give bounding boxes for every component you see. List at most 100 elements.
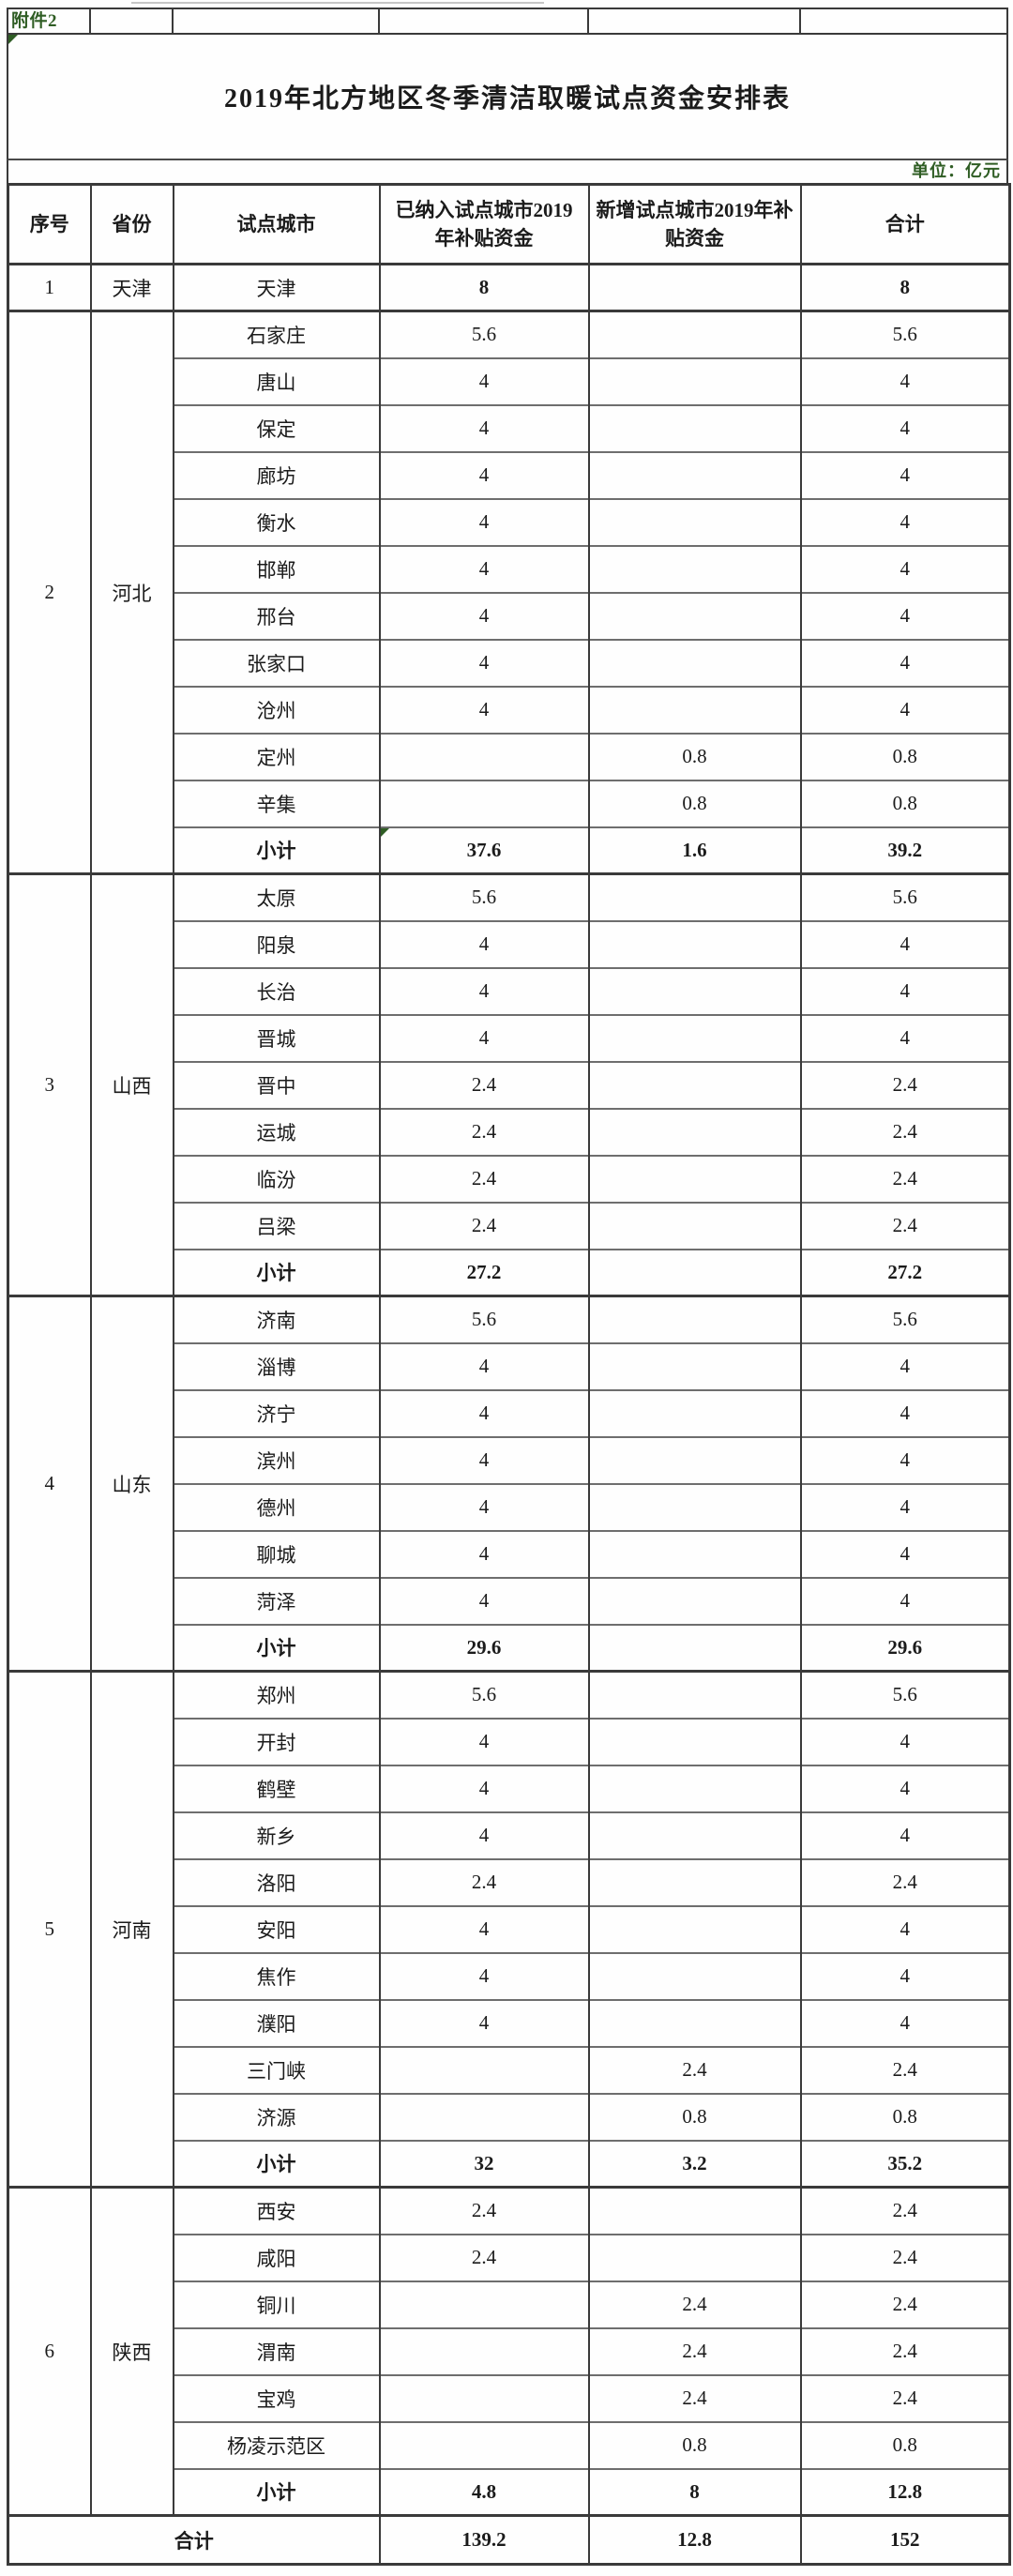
existing-fund-cell: 4 <box>378 403 590 452</box>
added-fund-cell: 3.2 <box>587 2139 802 2188</box>
table-row: 邢台 4 4 <box>8 591 1011 640</box>
table-row: 2 河北 石家庄 5.6 5.6 <box>7 310 1011 874</box>
subtotal-row: 小计 32 3.2 35.2 <box>8 2139 1011 2188</box>
added-fund-cell: 2.4 <box>587 2326 802 2375</box>
total-cell: 4 <box>799 1013 1011 1062</box>
city-cell: 晋城 <box>172 1013 381 1062</box>
table-row: 三门峡 2.4 2.4 <box>8 2045 1011 2094</box>
header-total: 合计 <box>799 184 1011 265</box>
table-row: 5 河南 郑州 5.6 5.6 <box>7 1670 1011 2188</box>
existing-fund-cell: 4.8 <box>378 2467 590 2516</box>
total-cell: 0.8 <box>799 732 1011 780</box>
attachment-label: 附件2 <box>8 9 91 33</box>
existing-fund-cell: 4 <box>378 1951 590 2000</box>
subtotal-label-cell: 小计 <box>172 1623 381 1672</box>
spreadsheet-sheet: 附件2 2019年北方地区冬季清洁取暖试点资金安排表 单位：亿元 序号 省份 试… <box>7 8 1011 2566</box>
total-cell: 35.2 <box>799 2139 1011 2188</box>
city-cell: 西安 <box>172 2186 381 2235</box>
city-cell: 石家庄 <box>172 310 381 358</box>
existing-fund-cell: 4 <box>378 1482 590 1531</box>
total-cell: 2.4 <box>799 1201 1011 1250</box>
existing-fund-cell: 4 <box>378 1435 590 1484</box>
existing-fund-cell: 2.4 <box>378 1107 590 1156</box>
total-cell: 4 <box>799 544 1011 593</box>
existing-fund-cell <box>378 779 590 827</box>
existing-fund-cell: 2.4 <box>378 1060 590 1109</box>
existing-fund-cell: 4 <box>378 450 590 499</box>
added-fund-cell <box>587 1295 802 1343</box>
city-cell: 新乡 <box>172 1811 381 1859</box>
subtotal-row: 小计 27.2 27.2 <box>8 1248 1011 1296</box>
empty-grid-cell <box>589 9 801 33</box>
empty-grid-cell <box>801 9 1010 33</box>
city-cell: 吕梁 <box>172 1201 381 1250</box>
total-cell: 2.4 <box>799 2186 1011 2235</box>
existing-fund-cell: 2.4 <box>378 1857 590 1906</box>
city-cell: 辛集 <box>172 779 381 827</box>
added-fund-cell <box>587 1811 802 1859</box>
added-fund-cell <box>587 1904 802 1953</box>
added-fund-cell <box>587 1060 802 1109</box>
city-cell: 晋中 <box>172 1060 381 1109</box>
city-cell: 郑州 <box>172 1670 381 1719</box>
table-row: 衡水 4 4 <box>8 497 1011 546</box>
existing-fund-cell: 4 <box>378 1576 590 1625</box>
table-row: 焦作 4 4 <box>8 1951 1011 2000</box>
city-cell: 保定 <box>172 403 381 452</box>
city-cell: 长治 <box>172 966 381 1015</box>
city-cell: 淄博 <box>172 1341 381 1390</box>
table-row: 张家口 4 4 <box>8 638 1011 687</box>
total-cell: 4 <box>799 1717 1011 1765</box>
subtotal-label-cell: 小计 <box>172 2467 381 2516</box>
serial-cell: 4 <box>7 1295 92 1672</box>
error-indicator-icon <box>8 35 18 44</box>
added-fund-cell <box>587 403 802 452</box>
table-row: 濮阳 4 4 <box>8 1998 1011 2047</box>
total-cell: 4 <box>799 1529 1011 1578</box>
province-cell: 山东 <box>89 1295 174 1672</box>
existing-fund-cell: 4 <box>378 1341 590 1390</box>
added-fund-cell <box>587 450 802 499</box>
total-cell: 5.6 <box>799 310 1011 358</box>
total-cell: 2.4 <box>799 2045 1011 2094</box>
table-row: 滨州 4 4 <box>8 1435 1011 1484</box>
city-cell: 运城 <box>172 1107 381 1156</box>
page-title: 2019年北方地区冬季清洁取暖试点资金安排表 <box>223 84 791 114</box>
total-cell: 4 <box>799 1576 1011 1625</box>
subtotal-row: 小计 4.8 8 12.8 <box>8 2467 1011 2516</box>
grand-total-label-cell: 合计 <box>7 2514 381 2565</box>
total-cell: 4 <box>799 403 1011 452</box>
added-fund-cell <box>587 1435 802 1484</box>
existing-fund-cell: 37.6 <box>378 826 590 874</box>
added-fund-cell: 12.8 <box>587 2514 802 2565</box>
table-row: 阳泉 4 4 <box>8 919 1011 968</box>
subtotal-label-cell: 小计 <box>172 1248 381 1296</box>
serial-cell: 5 <box>7 1670 92 2188</box>
table-row: 安阳 4 4 <box>8 1904 1011 1953</box>
added-fund-cell: 2.4 <box>587 2045 802 2094</box>
province-cell: 山西 <box>89 872 174 1296</box>
added-fund-cell <box>587 1201 802 1250</box>
city-cell: 渭南 <box>172 2326 381 2375</box>
total-cell: 2.4 <box>799 2326 1011 2375</box>
table-row: 吕梁 2.4 2.4 <box>8 1201 1011 1250</box>
total-cell: 0.8 <box>799 2420 1011 2469</box>
total-cell: 152 <box>799 2514 1011 2565</box>
empty-grid-cell <box>91 9 174 33</box>
table-row: 开封 4 4 <box>8 1717 1011 1765</box>
city-cell: 开封 <box>172 1717 381 1765</box>
table-row: 铜川 2.4 2.4 <box>8 2280 1011 2328</box>
province-cell: 河南 <box>89 1670 174 2188</box>
total-cell: 4 <box>799 1951 1011 2000</box>
empty-grid-cell <box>174 9 380 33</box>
total-cell: 2.4 <box>799 1857 1011 1906</box>
table-row: 菏泽 4 4 <box>8 1576 1011 1625</box>
serial-cell: 2 <box>7 310 92 874</box>
city-cell: 聊城 <box>172 1529 381 1578</box>
subtotal-label-cell: 小计 <box>172 826 381 874</box>
table-row: 唐山 4 4 <box>8 356 1011 405</box>
city-cell: 济源 <box>172 2092 381 2141</box>
total-cell: 5.6 <box>799 1295 1011 1343</box>
city-cell: 济南 <box>172 1295 381 1343</box>
added-fund-cell: 2.4 <box>587 2280 802 2328</box>
